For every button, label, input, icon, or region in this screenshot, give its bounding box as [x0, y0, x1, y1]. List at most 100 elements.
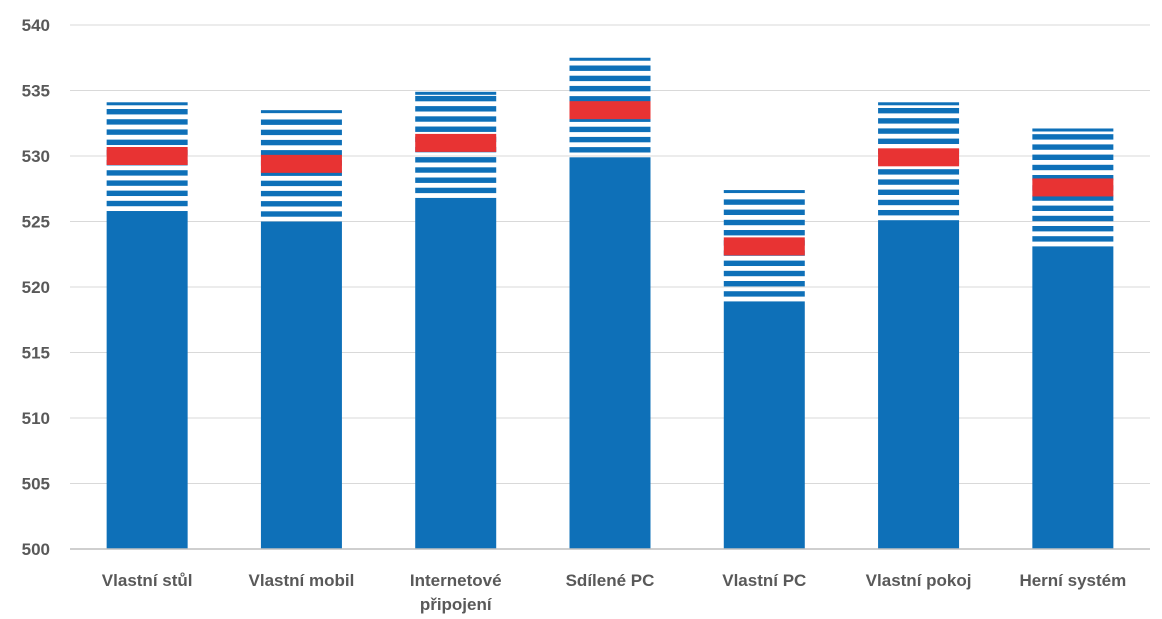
labels: 500 505 510 515 520 525 530 535 540 Vlastní stůl V… — [22, 16, 1127, 614]
bar-stripe — [1032, 215, 1114, 222]
bar-stripe — [1032, 154, 1114, 160]
bar-stripe — [260, 211, 342, 217]
bar-stripe — [878, 199, 960, 206]
bar-base — [106, 211, 188, 549]
bar-stripe — [260, 129, 342, 136]
bar-stripe — [106, 190, 188, 197]
bar-stripe-cap — [415, 91, 497, 95]
bar-stripe — [415, 95, 497, 102]
bar-base — [415, 197, 497, 550]
y-tick-label: 515 — [22, 344, 50, 363]
bar-stripe — [415, 167, 497, 173]
bar-stripe-cap — [1032, 128, 1114, 132]
bar-stripe — [878, 128, 960, 134]
y-tick-label: 520 — [22, 278, 50, 297]
bar-stripe — [1032, 225, 1114, 232]
y-tick-label: 540 — [22, 16, 50, 35]
y-tick-label: 525 — [22, 213, 50, 232]
bar-stripe — [415, 187, 497, 194]
bar-stripe — [878, 107, 960, 114]
y-tick-label: 505 — [22, 475, 50, 494]
bar-stripe — [723, 260, 805, 267]
bar-base — [723, 301, 805, 549]
y-tick-label: 535 — [22, 82, 50, 101]
bar-stripe — [1032, 144, 1114, 150]
y-tick-label: 510 — [22, 409, 50, 428]
bar-stripe — [569, 75, 651, 82]
bar-stripe — [878, 189, 960, 195]
bar-stripe — [569, 96, 651, 102]
x-category-label: Vlastní PC — [722, 571, 806, 590]
bar-stripe — [569, 136, 651, 143]
bar-marker — [1032, 178, 1114, 197]
bar-base — [260, 221, 342, 549]
bar-stripe — [1032, 164, 1114, 171]
bar-stripe — [415, 177, 497, 183]
bar-stripe — [878, 169, 960, 175]
x-category-label: Vlastní pokoj — [866, 571, 972, 590]
bar-stripe-cap — [569, 57, 651, 61]
bar-stripe — [878, 118, 960, 124]
bar-stripe — [106, 170, 188, 176]
bar-stripe — [106, 139, 188, 146]
bar-stripe — [878, 209, 960, 216]
bar-stripe — [415, 116, 497, 122]
y-tick-label: 500 — [22, 540, 50, 559]
bar-marker — [878, 148, 960, 167]
bar-stripe — [106, 200, 188, 207]
bar-stripe — [569, 126, 651, 133]
bar-stripe — [106, 119, 188, 125]
bar-stripe — [569, 147, 651, 153]
bar-striped-range — [1032, 128, 1114, 242]
bar-stripe — [260, 170, 342, 176]
bar-stripe — [260, 139, 342, 146]
bar-stripe — [415, 126, 497, 132]
bar-stripe — [878, 138, 960, 144]
bar-stripe — [723, 199, 805, 205]
bar-base — [878, 220, 960, 549]
x-category-label: Internetové — [410, 571, 502, 590]
y-tick-label: 530 — [22, 147, 50, 166]
bar-marker — [569, 101, 651, 120]
bar-stripe — [569, 85, 651, 92]
bar-stripe — [106, 109, 188, 115]
bar-marker — [260, 154, 342, 173]
bar-stripe — [260, 201, 342, 207]
bar-stripe-cap — [723, 190, 805, 194]
bar-marker — [415, 133, 497, 152]
x-category-label: Vlastní stůl — [102, 571, 193, 590]
bar-stripe — [106, 180, 188, 186]
bar-stripe — [723, 270, 805, 277]
bar-stripe — [1032, 236, 1114, 242]
bar-marker — [723, 237, 805, 256]
bar-stripe — [1032, 174, 1114, 181]
bar-stripe — [1032, 134, 1114, 140]
bar-stripe-cap — [878, 102, 960, 106]
bar-stripe — [260, 150, 342, 156]
bar-stripe — [260, 119, 342, 125]
bar-stripe — [260, 180, 342, 187]
x-category-label: Vlastní mobil — [249, 571, 355, 590]
x-category-label: Sdílené PC — [566, 571, 655, 590]
bar-stripe — [878, 179, 960, 185]
bar-stripe — [723, 230, 805, 236]
bar-stripe — [569, 65, 651, 71]
bar-marker — [106, 147, 188, 165]
bar-base — [1032, 246, 1114, 549]
bar-stripe — [723, 209, 805, 216]
bar-stripe — [1032, 205, 1114, 211]
bar-stripe — [106, 129, 188, 135]
bar-stripe — [723, 291, 805, 297]
bar-stripe — [569, 116, 651, 122]
bar-stripe — [723, 219, 805, 226]
bar-stripe — [415, 157, 497, 163]
x-category-label: připojení — [420, 595, 493, 614]
bars — [106, 57, 1114, 550]
bar-base — [569, 157, 651, 549]
bar-stripe — [1032, 195, 1114, 201]
x-category-label: Herní systém — [1019, 571, 1126, 590]
bar-stripe — [723, 281, 805, 287]
bar-stripe-cap — [106, 102, 188, 106]
